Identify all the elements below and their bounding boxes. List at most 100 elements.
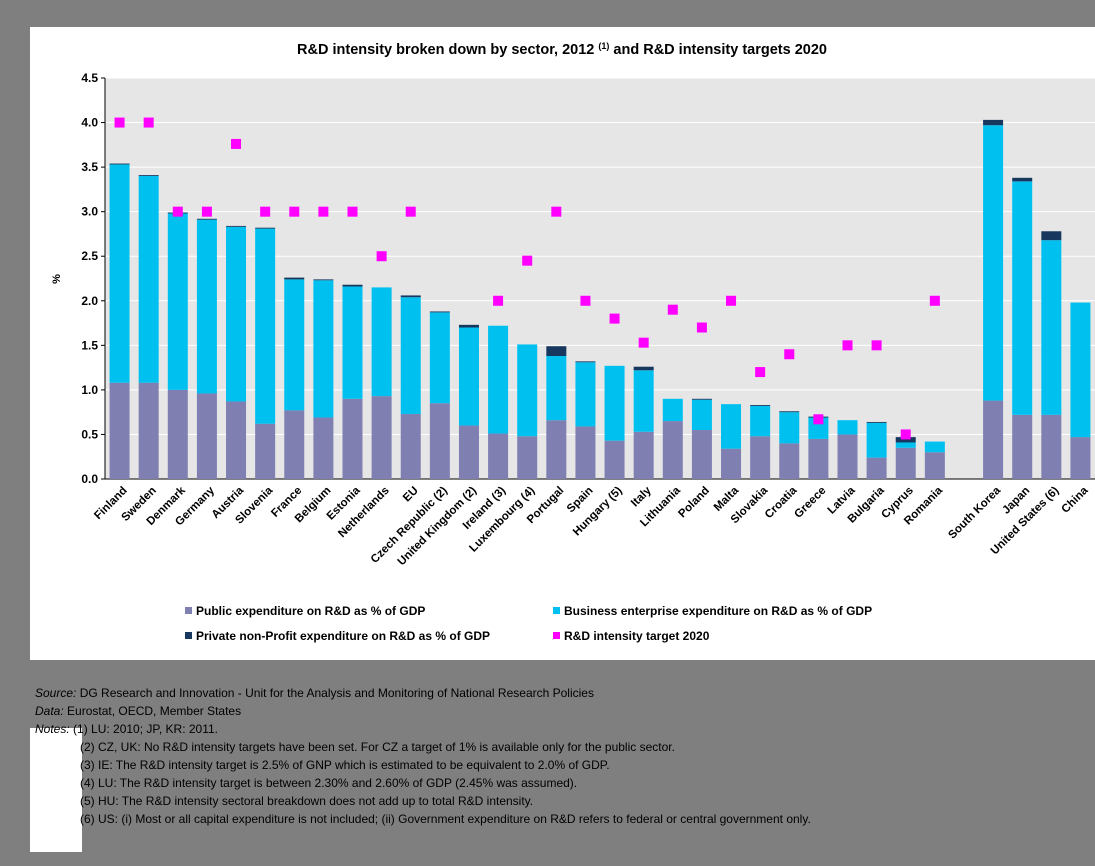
bar-romania-s1 xyxy=(924,441,945,453)
target-marker-belgium xyxy=(318,206,329,217)
bar-germany-s2 xyxy=(196,218,217,220)
bar-slovenia-s2 xyxy=(255,227,276,229)
y-axis-label: % xyxy=(51,274,63,284)
bar-denmark-s1 xyxy=(167,213,188,390)
notes-backdrop xyxy=(30,728,82,852)
target-marker-italy xyxy=(638,337,649,348)
x-tick-label-croatia: Croatia xyxy=(763,484,800,521)
bar-cyprus-s1 xyxy=(895,442,916,448)
legend-label-3: R&D intensity target 2020 xyxy=(564,629,710,643)
bar-denmark-s0 xyxy=(167,389,188,479)
bar-romania-s0 xyxy=(924,452,945,479)
bar-south-korea-s0 xyxy=(983,400,1004,479)
bar-latvia-s1 xyxy=(837,420,858,435)
target-marker-slovakia xyxy=(755,367,766,378)
target-marker-austria xyxy=(231,138,242,149)
bar-germany-s0 xyxy=(196,393,217,479)
bar-united-states-6-s2 xyxy=(1041,231,1062,241)
notes-label: Notes: xyxy=(35,722,70,736)
target-marker-bulgaria xyxy=(871,340,882,351)
bar-finland-s1 xyxy=(109,164,130,383)
bar-portugal-s0 xyxy=(546,420,567,479)
bar-france-s1 xyxy=(284,279,305,411)
y-tick-label-3-5: 3.5 xyxy=(81,160,98,174)
y-tick-label-0-0: 0.0 xyxy=(81,472,98,486)
y-tick-label-4-5: 4.5 xyxy=(81,71,98,85)
x-tick-label-eu: EU xyxy=(401,485,421,505)
bar-belgium-s0 xyxy=(313,417,334,479)
legend-swatch-0 xyxy=(185,607,192,614)
bar-sweden-s1 xyxy=(138,176,159,383)
bar-ireland-3-s0 xyxy=(488,433,509,479)
bar-spain-s1 xyxy=(575,362,596,427)
target-marker-portugal xyxy=(551,206,562,217)
legend-label-0: Public expenditure on R&D as % of GDP xyxy=(196,604,425,618)
bar-luxembourg-4-s1 xyxy=(517,344,538,437)
x-tick-label-greece: Greece xyxy=(792,485,828,521)
target-marker-malta xyxy=(726,295,737,306)
target-marker-lithuania xyxy=(667,304,678,315)
bar-slovakia-s0 xyxy=(750,436,771,479)
target-marker-poland xyxy=(696,322,707,333)
bar-greece-s0 xyxy=(808,438,829,479)
source-label: Source: xyxy=(35,686,77,700)
bar-united-kingdom-2-s2 xyxy=(458,324,479,328)
target-marker-netherlands xyxy=(376,251,387,262)
note-1: (1) LU: 2010; JP, KR: 2011. xyxy=(73,722,219,736)
y-tick-label-2-5: 2.5 xyxy=(81,249,98,263)
bar-slovakia-s1 xyxy=(750,405,771,437)
bar-croatia-s2 xyxy=(779,411,800,413)
bar-croatia-s0 xyxy=(779,443,800,479)
note-5: (5) HU: The R&D intensity sectoral break… xyxy=(80,794,534,808)
bar-japan-s2 xyxy=(1012,177,1033,182)
bar-bulgaria-s0 xyxy=(866,457,887,479)
x-tick-label-south-korea: South Korea xyxy=(946,484,1003,541)
data-line: Data: Eurostat, OECD, Member States xyxy=(35,702,1085,720)
target-marker-estonia xyxy=(347,206,358,217)
bar-united-states-6-s1 xyxy=(1041,240,1062,415)
bar-poland-s1 xyxy=(691,399,712,430)
bar-austria-s0 xyxy=(226,401,247,479)
bar-france-s0 xyxy=(284,410,305,479)
bar-austria-s1 xyxy=(226,226,247,402)
plot-area xyxy=(105,78,1095,479)
target-marker-slovenia xyxy=(260,206,271,217)
bar-italy-s0 xyxy=(633,431,654,479)
bar-poland-s2 xyxy=(691,398,712,400)
bar-netherlands-s1 xyxy=(371,287,392,397)
legend-swatch-2 xyxy=(185,632,192,639)
bar-sweden-s2 xyxy=(138,175,159,177)
bar-eu-s1 xyxy=(400,297,421,414)
target-marker-romania xyxy=(929,295,940,306)
y-tick-label-0-5: 0.5 xyxy=(81,427,98,441)
bar-luxembourg-4-s0 xyxy=(517,436,538,479)
target-marker-latvia xyxy=(842,340,853,351)
target-marker-hungary-5 xyxy=(609,313,620,324)
target-marker-denmark xyxy=(172,206,183,217)
legend-swatch-1 xyxy=(553,607,560,614)
chart-title: R&D intensity broken down by sector, 201… xyxy=(297,41,827,58)
bar-south-korea-s1 xyxy=(983,125,1004,401)
bar-czech-republic-2-s0 xyxy=(429,403,450,479)
bar-eu-s0 xyxy=(400,413,421,479)
target-marker-greece xyxy=(813,414,824,425)
target-marker-finland xyxy=(114,117,125,128)
chart: R&D intensity broken down by sector, 201… xyxy=(51,41,1095,643)
source-line: Source: DG Research and Innovation - Uni… xyxy=(35,684,1085,702)
target-marker-cyprus xyxy=(900,429,911,440)
source-text: DG Research and Innovation - Unit for th… xyxy=(79,686,594,700)
y-tick-label-1-5: 1.5 xyxy=(81,338,98,352)
bar-belgium-s2 xyxy=(313,279,334,281)
target-marker-eu xyxy=(405,206,416,217)
target-marker-croatia xyxy=(784,349,795,360)
target-marker-ireland-3 xyxy=(493,295,504,306)
bar-hungary-5-s1 xyxy=(604,365,625,441)
bar-hungary-5-s0 xyxy=(604,440,625,479)
bar-eu-s2 xyxy=(400,295,421,298)
bar-malta-s1 xyxy=(721,404,742,449)
note-2: (2) CZ, UK: No R&D intensity targets hav… xyxy=(80,740,675,754)
note-3: (3) IE: The R&D intensity target is 2.5%… xyxy=(80,758,610,772)
bar-united-kingdom-2-s0 xyxy=(458,425,479,479)
x-tick-label-italy: Italy xyxy=(629,484,654,509)
bar-south-korea-s2 xyxy=(983,119,1004,126)
